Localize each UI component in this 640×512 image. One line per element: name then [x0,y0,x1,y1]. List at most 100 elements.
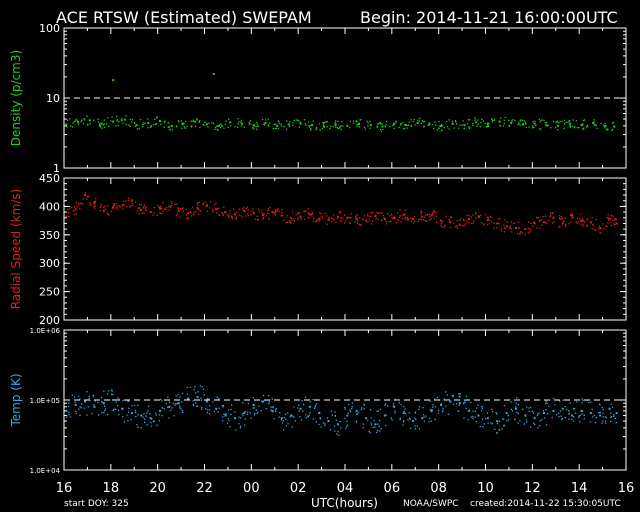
speed-point [580,213,582,215]
speed-point [358,223,360,226]
density-point [237,123,239,125]
speed-point [80,202,82,205]
temp-point [216,396,219,398]
speed-point [125,200,127,202]
speed-point [246,206,249,208]
speed-point [295,214,297,216]
temp-point [481,407,484,410]
temp-point [507,419,510,421]
speed-point [307,217,310,219]
density-point [573,127,576,129]
speed-point [552,222,554,224]
x-tick-label: 10 [477,481,494,496]
speed-point [564,217,566,219]
speed-point [468,215,471,217]
speed-point [504,219,506,221]
density-point [543,119,545,121]
temp-point [399,418,401,421]
temp-point [334,430,336,432]
speed-point [597,228,599,230]
speed-point [153,206,156,209]
speed-point [561,217,564,219]
speed-point [84,191,87,194]
density-point [586,124,588,127]
temp-point [532,412,535,414]
temp-point [104,405,106,407]
speed-point [570,215,572,217]
density-point [104,126,106,128]
speed-point [599,232,602,234]
speed-point [473,220,475,222]
speed-point [315,220,318,222]
temp-point [201,408,203,410]
density-point [311,124,314,127]
temp-point [293,406,295,408]
density-point [269,122,271,124]
speed-point [455,226,457,228]
temp-point [137,414,139,416]
speed-point [145,209,147,212]
temp-point [463,399,466,402]
speed-point [72,210,75,212]
speed-point [140,204,143,206]
temp-point [440,403,443,406]
speed-point [539,219,541,222]
temp-point [385,424,387,427]
density-point [334,121,336,124]
speed-point [498,222,500,225]
temp-point [111,393,113,395]
temp-point [262,400,265,403]
speed-point [458,223,461,226]
temp-point [112,393,114,396]
speed-point [385,221,387,223]
temp-point [226,422,229,424]
speed-point [591,216,593,219]
speed-point [262,218,264,220]
temp-point [362,423,364,425]
temp-point [122,415,124,418]
speed-point [463,225,465,227]
temp-point [337,430,339,433]
temp-point [71,394,73,396]
temp-point [349,409,351,411]
density-point [546,121,548,124]
speed-point [71,206,73,209]
speed-point [582,225,585,227]
temp-point [403,419,405,422]
temp-point [476,407,478,409]
speed-point [346,216,349,219]
density-point [485,126,488,128]
speed-point [571,215,574,217]
temp-point [241,413,243,415]
speed-point [170,205,172,207]
density-point [155,123,158,125]
temp-point [97,414,100,416]
density-point [377,123,380,125]
temp-point [318,411,321,414]
speed-point [212,208,214,210]
temp-point [230,408,232,411]
density-point [435,124,437,126]
speed-point [176,203,178,205]
density-point [342,125,344,127]
temp-point [247,402,250,405]
temp-point [602,420,604,422]
temp-point [468,409,471,412]
temp-point [351,408,353,410]
temp-point [390,417,393,419]
density-point [503,122,506,125]
speed-point [263,213,265,215]
density-point [275,127,278,129]
temp-point [465,395,468,398]
temp-point [209,405,211,407]
density-point [143,122,145,124]
speed-point [528,221,530,223]
density-point [216,125,218,127]
title-bar: ACE RTSW (Estimated) SWEPAM Begin: 2014-… [0,0,640,30]
speed-point [157,204,159,207]
speed-point [524,233,526,236]
temp-point [494,428,496,431]
speed-point [313,217,315,219]
speed-point [89,204,91,206]
speed-ytick-label: 250 [39,286,60,299]
